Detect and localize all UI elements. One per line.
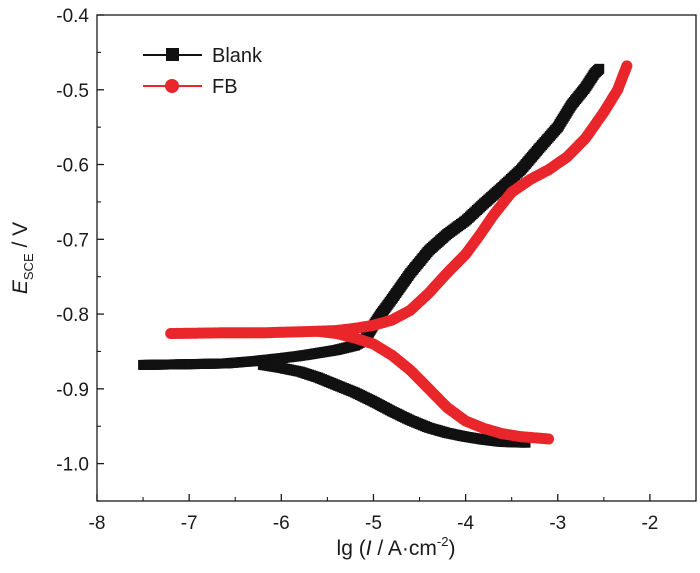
legend-label-blank: Blank xyxy=(212,45,263,67)
plot-frame xyxy=(96,14,697,502)
axis-ticks: -8 -7 -6 -5 -4 -3 -2 -1.0 -0.9 -0.8 -0.7 -0.6 -0.5 -0… xyxy=(56,6,658,534)
y-axis-title: ESCE / V xyxy=(9,222,36,294)
x-tick-label: -2 xyxy=(641,513,658,534)
plot-curves xyxy=(138,60,633,448)
y-axis-title-sub: SCE xyxy=(21,253,36,280)
x-tick-label: -7 xyxy=(181,513,198,534)
y-tick-label: -1.0 xyxy=(56,455,89,476)
legend-marker-blank xyxy=(166,48,179,61)
x-axis-title-suffix: ) xyxy=(448,537,455,560)
x-axis-title-sup: -2 xyxy=(437,534,449,549)
x-axis-title-unit: / A·cm xyxy=(372,537,437,560)
x-tick-label: -6 xyxy=(273,513,290,534)
x-axis-title-italic: I xyxy=(366,537,372,560)
y-axis-title-unit: / V xyxy=(9,222,32,254)
legend: Blank FB xyxy=(143,45,263,98)
data-point-blank xyxy=(520,437,531,448)
y-tick-label: -0.6 xyxy=(56,156,89,177)
legend-label-fb: FB xyxy=(212,76,238,98)
x-axis-title-prefix: lg ( xyxy=(337,537,366,560)
x-tick-label: -8 xyxy=(89,513,106,534)
y-axis-title-italic: E xyxy=(9,279,32,294)
y-tick-label: -0.7 xyxy=(56,230,89,251)
data-point-fb xyxy=(621,60,633,72)
y-tick-label: -0.8 xyxy=(56,305,89,326)
y-tick-label: -0.9 xyxy=(56,380,89,401)
y-tick-label: -0.5 xyxy=(56,81,89,102)
x-axis-title: lg (I / A·cm-2) xyxy=(337,534,456,560)
x-tick-label: -3 xyxy=(549,513,566,534)
x-tick-label: -5 xyxy=(365,513,382,534)
y-tick-label: -0.4 xyxy=(56,6,89,27)
data-point-blank xyxy=(594,63,605,74)
legend-marker-fb xyxy=(165,79,179,93)
x-tick-label: -4 xyxy=(457,513,474,534)
data-point-fb xyxy=(543,433,555,445)
